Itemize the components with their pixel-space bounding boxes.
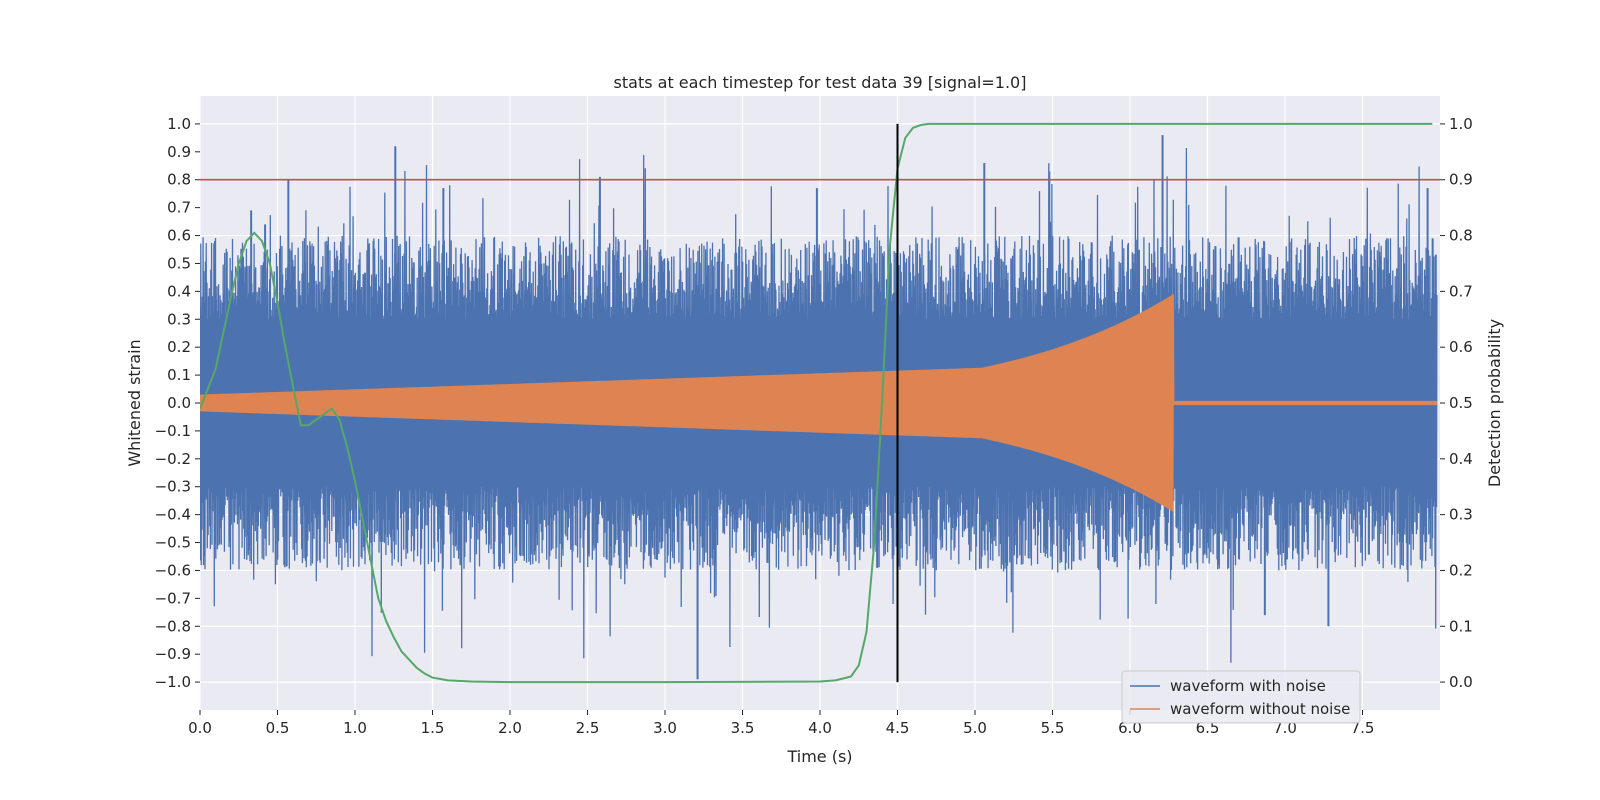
x-tick-label: 1.5 — [421, 719, 445, 737]
y-left-tick-label: 0.0 — [167, 394, 191, 412]
y-left-axis-title: Whitened strain — [125, 339, 144, 466]
y-right-tick-label: 0.7 — [1449, 282, 1473, 300]
plot-area — [200, 122, 1440, 684]
y-left-tick-label: 0.3 — [167, 310, 191, 328]
y-left-tick-label: 1.0 — [167, 115, 191, 133]
legend-label-noisy: waveform with noise — [1170, 677, 1326, 695]
x-axis-title: Time (s) — [786, 747, 852, 766]
x-tick-label: 4.5 — [886, 719, 910, 737]
y-left-tick-label: 0.5 — [167, 254, 191, 272]
y-right-tick-label: 0.1 — [1449, 617, 1473, 635]
y-left-tick-label: −0.4 — [155, 506, 191, 524]
y-left-tick-label: 0.9 — [167, 143, 191, 161]
y-left-tick-label: −1.0 — [155, 673, 191, 691]
y-left-tick-label: 0.4 — [167, 282, 191, 300]
chart-title: stats at each timestep for test data 39 … — [614, 73, 1027, 92]
legend: waveform with noise waveform without noi… — [1121, 670, 1361, 724]
y-left-tick-label: −0.3 — [155, 478, 191, 496]
y-right-tick-label: 0.3 — [1449, 506, 1473, 524]
y-left-axis-ticks: 1.0 0.9 0.8 0.7 0.6 0.5 0.4 0.3 0.2 0.1 0.0 −0.1 −0.… — [155, 115, 200, 691]
y-right-tick-label: 0.9 — [1449, 171, 1473, 189]
y-right-tick-label: 0.4 — [1449, 450, 1473, 468]
y-left-tick-label: 0.6 — [167, 227, 191, 245]
legend-label-clean: waveform without noise — [1170, 700, 1350, 718]
y-right-tick-label: 0.6 — [1449, 338, 1473, 356]
y-left-tick-label: −0.9 — [155, 645, 191, 663]
y-left-tick-label: −0.6 — [155, 561, 191, 579]
x-tick-label: 5.0 — [963, 719, 987, 737]
x-tick-label: 0.5 — [266, 719, 290, 737]
y-left-tick-label: 0.8 — [167, 171, 191, 189]
x-tick-label: 2.0 — [498, 719, 522, 737]
legend-box — [1121, 670, 1361, 724]
x-tick-label: 3.0 — [653, 719, 677, 737]
y-left-tick-label: −0.8 — [155, 617, 191, 635]
y-left-tick-label: −0.1 — [155, 422, 191, 440]
x-tick-label: 1.0 — [343, 719, 367, 737]
y-right-tick-label: 1.0 — [1449, 115, 1473, 133]
y-right-axis-title: Detection probability — [1485, 319, 1504, 487]
y-right-axis-ticks: 1.0 0.9 0.8 0.7 0.6 0.5 0.4 0.3 0.2 0.1 0.0 — [1440, 115, 1473, 691]
y-left-tick-label: −0.2 — [155, 450, 191, 468]
x-tick-label: 3.5 — [731, 719, 755, 737]
series-waveform-with-noise — [200, 147, 1438, 663]
y-right-tick-label: 0.2 — [1449, 561, 1473, 579]
y-left-tick-label: −0.5 — [155, 534, 191, 552]
series-waveform-without-noise — [200, 294, 1438, 512]
x-tick-label: 2.5 — [576, 719, 600, 737]
y-left-tick-label: 0.7 — [167, 199, 191, 217]
y-right-tick-label: 0.8 — [1449, 227, 1473, 245]
y-right-tick-label: 0.5 — [1449, 394, 1473, 412]
x-tick-label: 4.0 — [808, 719, 832, 737]
y-left-tick-label: −0.7 — [155, 589, 191, 607]
y-right-tick-label: 0.0 — [1449, 673, 1473, 691]
x-tick-label: 5.5 — [1041, 719, 1065, 737]
y-left-tick-label: 0.1 — [167, 366, 191, 384]
x-tick-label: 0.0 — [188, 719, 212, 737]
y-left-tick-label: 0.2 — [167, 338, 191, 356]
